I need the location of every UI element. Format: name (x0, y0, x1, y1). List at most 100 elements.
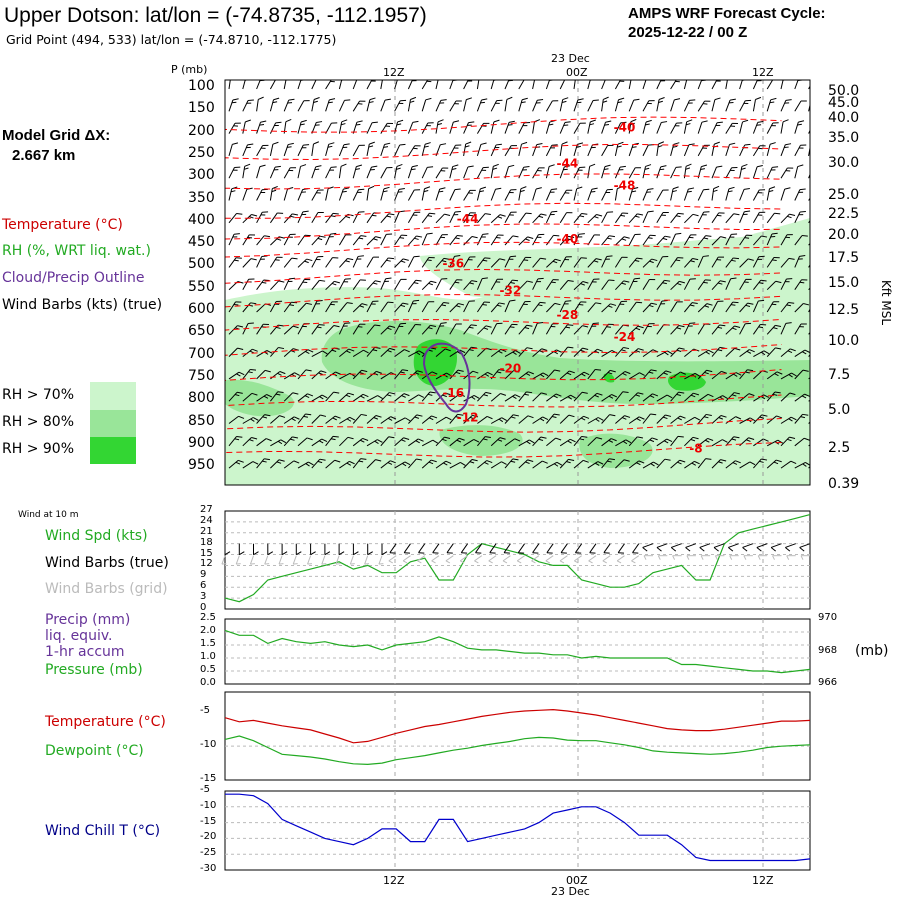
wind-barb (338, 119, 348, 134)
wind-barb (297, 437, 313, 447)
wind-barb (573, 166, 586, 179)
wind-barb (339, 416, 356, 424)
kft-tick: 45.0 (828, 95, 860, 111)
grid-wind-barb (672, 555, 682, 560)
wind-barb (256, 279, 270, 290)
series-line (224, 708, 811, 744)
wind-barb (766, 415, 783, 424)
panel-tick: 6 (200, 580, 207, 592)
wind-barb (697, 120, 708, 134)
wind-barb (794, 393, 810, 402)
surface-wind-barb (685, 543, 697, 552)
wind-barb (546, 413, 560, 424)
surface-wind-barb (632, 543, 640, 554)
grid-wind-barb (364, 555, 370, 565)
wind-barb (504, 350, 521, 358)
top-date-label: 23 Dec (551, 52, 590, 65)
pressure-label: Pressure (mb) (45, 662, 143, 678)
kft-tick: 7.5 (828, 367, 851, 383)
wind-barb (366, 97, 376, 112)
wind-barb (752, 255, 765, 268)
wind-barb (601, 211, 614, 224)
wind-barb (490, 461, 507, 469)
surface-wind-barb (418, 543, 426, 554)
dewpoint-panel-label: Dewpoint (°C) (45, 743, 144, 759)
wind-barb (477, 325, 492, 335)
kft-tick: 35.0 (828, 130, 860, 146)
wind-barb (794, 323, 807, 335)
wind-barb (518, 459, 534, 469)
wind-barb (656, 438, 673, 447)
legend-rh90-swatch (90, 437, 136, 464)
wind-barb (545, 234, 560, 246)
wind-barb (518, 212, 532, 224)
wind-barb (366, 459, 382, 469)
wind-barb (407, 96, 417, 112)
grid-wind-barb (631, 555, 640, 564)
wind-barb (297, 164, 307, 179)
wind-barb (228, 142, 239, 157)
wind-barb (656, 80, 666, 90)
wind-barb (573, 435, 588, 447)
grid-point-label: Grid Point (494, 533) lat/lon = (-74.871… (6, 32, 337, 47)
wind-barb (697, 144, 710, 157)
wind-barb (407, 189, 421, 201)
wind-barb (394, 119, 404, 134)
temperature-contour-label: -24 (614, 330, 636, 344)
wind-barb (366, 395, 383, 402)
wind-barb (545, 323, 559, 335)
wind-barb (449, 188, 461, 201)
grid-wind-barb (657, 555, 668, 560)
wind-barb (684, 460, 700, 469)
wind-barb (766, 459, 782, 469)
wind-barb (449, 413, 464, 424)
wind-barb (311, 121, 323, 134)
wind-barb (670, 371, 686, 380)
surface-wind-barb (403, 543, 411, 554)
wind-barb (601, 255, 613, 268)
wind-barb (311, 80, 318, 90)
station-title: Upper Dotson: lat/lon = (-74.8735, -112.… (4, 4, 427, 27)
wind-barb (642, 258, 658, 268)
wind-barb (490, 143, 502, 157)
wind-barb (559, 80, 566, 90)
wind-barb (615, 439, 632, 447)
wind-barb (283, 277, 296, 290)
wind-barb (270, 439, 287, 447)
wind-barb (297, 279, 311, 290)
kft-tick: 40.0 (828, 110, 860, 126)
wind-barb (463, 235, 478, 246)
surface-wind-barb (728, 543, 739, 552)
wind-barb (559, 300, 572, 313)
wind-barb (642, 234, 656, 246)
panel-tick: 12 (200, 558, 213, 570)
wind-barb (242, 80, 250, 90)
wind-barb (739, 80, 747, 90)
wind-barb (490, 99, 503, 112)
wind-barb (338, 278, 351, 290)
wind-barb (435, 302, 450, 313)
grid-wind-barb (431, 555, 440, 564)
wind-barb (380, 416, 397, 424)
panel-tick: 968 (818, 644, 838, 656)
wind-barb (601, 438, 617, 447)
wind-barb (628, 257, 643, 268)
wind-barb (780, 119, 789, 134)
wind-barb (780, 278, 793, 290)
surface-wind-barb (642, 543, 654, 552)
wind-barb (697, 255, 709, 268)
wind-barb (780, 348, 796, 357)
wind-barb (711, 324, 726, 335)
wind-barb (421, 97, 432, 112)
wind-barb (366, 165, 378, 179)
wind-barb (311, 141, 320, 156)
wind-barb (711, 280, 726, 291)
wind-barb (642, 80, 648, 90)
wind-barb (766, 212, 781, 224)
wind-barb (421, 256, 435, 268)
wind-barb (435, 187, 446, 201)
wind-barb (352, 303, 368, 313)
wind-barb (546, 437, 562, 447)
wind-barb (628, 277, 641, 290)
wind-barb (325, 232, 337, 246)
